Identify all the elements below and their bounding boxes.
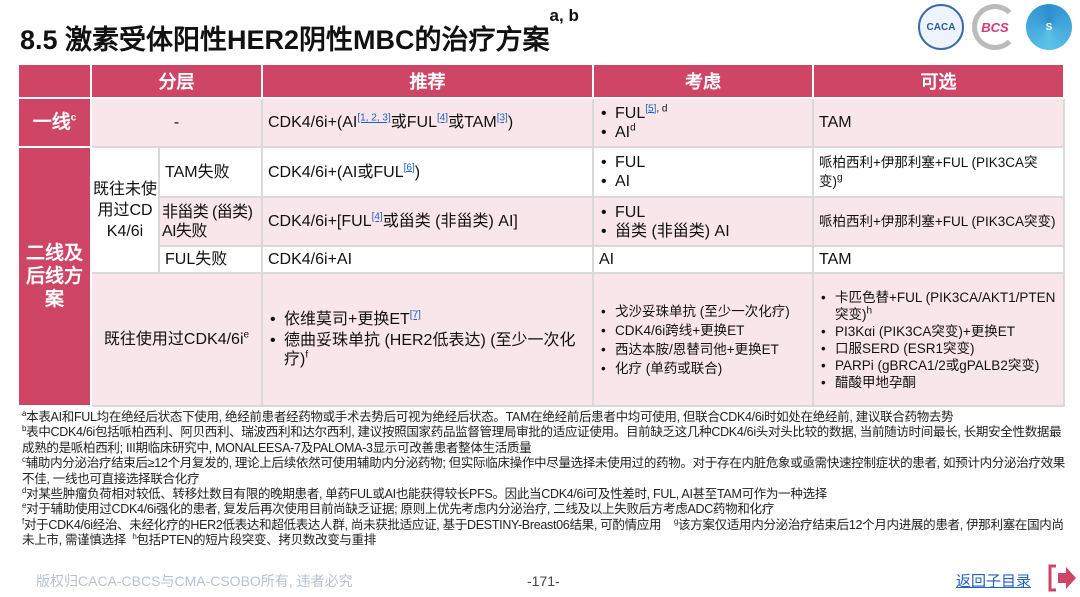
sub-tam: TAM失败 bbox=[158, 146, 263, 198]
header-stratification: 分层 bbox=[90, 63, 263, 99]
table-row: 一线c - CDK4/6i+(AI[1, 2, 3]或FUL[4]或TAM[3]… bbox=[17, 97, 1065, 148]
caca-logo: CACA bbox=[918, 4, 964, 50]
optional-cell: 卡匹色替+FUL (PIK3CA/AKT1/PTEN突变)h PI3Kαi (P… bbox=[812, 272, 1065, 407]
table-row: 二线及后线方案 既往未使用过CDK4/6i TAM失败 CDK4/6i+(AI或… bbox=[17, 146, 1065, 407]
optional-cell: TAM bbox=[812, 245, 1065, 274]
ref-link[interactable]: [5] bbox=[645, 103, 657, 115]
ref-link[interactable]: [4] bbox=[371, 211, 383, 223]
ref-link[interactable]: [6] bbox=[403, 162, 415, 174]
rec-cell: CDK4/6i+[FUL[4]或甾类 (非甾类) AI] bbox=[261, 196, 594, 247]
footnote: a本表AI和FUL均在绝经后状态下使用, 绝经前患者经药物或手术去势后可视为绝经… bbox=[22, 408, 954, 424]
back-to-toc-link[interactable]: 返回子目录 bbox=[956, 573, 1032, 590]
exit-arrow-icon[interactable] bbox=[1046, 563, 1078, 593]
ref-link[interactable]: [3] bbox=[496, 112, 508, 124]
table-row: 非甾类 (甾类) AI失败 CDK4/6i+[FUL[4]或甾类 (非甾类) A… bbox=[18, 196, 1065, 247]
header-blank bbox=[17, 63, 92, 99]
consider-cell: AI bbox=[592, 245, 814, 274]
ref-link[interactable]: [7] bbox=[409, 309, 421, 321]
rec-cell: 依维莫司+更换ET[7] 德曲妥珠单抗 (HER2低表达) (至少一次化疗)f bbox=[261, 272, 594, 407]
logos: CACA BCS S bbox=[918, 4, 1072, 50]
consider-cell: 戈沙妥珠单抗 (至少一次化疗)CDK4/6i跨线+更换ET西达本胺/恩替司他+更… bbox=[592, 272, 814, 407]
copyright: 版权归CACA-CBCS与CMA-CSOBO所有, 违者必究 bbox=[36, 573, 353, 589]
footnote: f对于CDK4/6i经治、未经化疗的HER2低表达和超低表达人群, 尚未获批适应… bbox=[22, 516, 1064, 548]
rec-cell: CDK4/6i+(AI或FUL[6]) bbox=[261, 146, 594, 198]
header-consider: 考虑 bbox=[592, 63, 814, 99]
csco-logo: S bbox=[1026, 4, 1072, 50]
page-title: 8.5 激素受体阳性HER2阴性MBC的治疗方案a, b bbox=[20, 6, 579, 55]
page-number: -171- bbox=[527, 573, 560, 589]
ref-link[interactable]: [1, 2, 3] bbox=[357, 112, 391, 124]
sub-ful: FUL失败 bbox=[158, 245, 263, 274]
first-line-label: 一线c bbox=[17, 97, 92, 148]
first-line-optional: TAM bbox=[812, 97, 1065, 148]
header-recommended: 推荐 bbox=[261, 63, 594, 99]
rec-cell: CDK4/6i+AI bbox=[261, 245, 594, 274]
prior-cdk-label: 既往使用过CDK4/6ie bbox=[90, 272, 263, 407]
footnote: c辅助内分泌治疗结束后≥12个月复发的, 理论上后续依然可使用辅助内分泌药物; … bbox=[22, 455, 1066, 486]
table-row: FUL失败 CDK4/6i+AI AI TAM bbox=[18, 245, 1065, 274]
bcs-logo: BCS bbox=[972, 4, 1018, 50]
sub-ai: 非甾类 (甾类) AI失败 bbox=[158, 196, 263, 247]
first-line-strat: - bbox=[90, 97, 263, 148]
consider-cell: FUL甾类 (非甾类) AI bbox=[592, 196, 814, 247]
consider-cell: FULAI bbox=[592, 146, 814, 198]
footnotes: a本表AI和FUL均在绝经后状态下使用, 绝经前患者经药物或手术去势后可视为绝经… bbox=[22, 408, 1066, 549]
treatment-table: 分层 推荐 考虑 可选 一线c - CDK4/6i+(AI[1, 2, 3]或F… bbox=[17, 63, 1065, 407]
first-line-consider: FUL[5], d AId bbox=[592, 97, 814, 148]
optional-cell: 哌柏西利+伊那利塞+FUL (PIK3CA突变)g bbox=[812, 146, 1065, 198]
second-line-label: 二线及后线方案 bbox=[17, 146, 92, 407]
optional-cell: 哌柏西利+伊那利塞+FUL (PIK3CA突变) bbox=[812, 196, 1065, 247]
header-optional: 可选 bbox=[812, 63, 1065, 99]
ref-link[interactable]: [4] bbox=[436, 112, 449, 124]
first-line-rec: CDK4/6i+(AI[1, 2, 3]或FUL[4]或TAM[3]) bbox=[261, 97, 594, 148]
footnote: e对于辅助使用过CDK4/6i强化的患者, 复发后再次使用目前尚缺乏证据; 原则… bbox=[22, 501, 774, 517]
footnote: d对某些肿瘤负荷相对较低、转移灶数目有限的晚期患者, 单药FUL或AI也能获得较… bbox=[22, 485, 827, 502]
table-row: 既往使用过CDK4/6ie 依维莫司+更换ET[7] 德曲妥珠单抗 (HER2低… bbox=[18, 272, 1065, 407]
group-no-cdk: 既往未使用过CDK4/6i bbox=[90, 146, 160, 274]
footnote: b表中CDK4/6i包括哌柏西利、阿贝西利、瑞波西利和达尔西利, 建议按照国家药… bbox=[22, 424, 1062, 455]
